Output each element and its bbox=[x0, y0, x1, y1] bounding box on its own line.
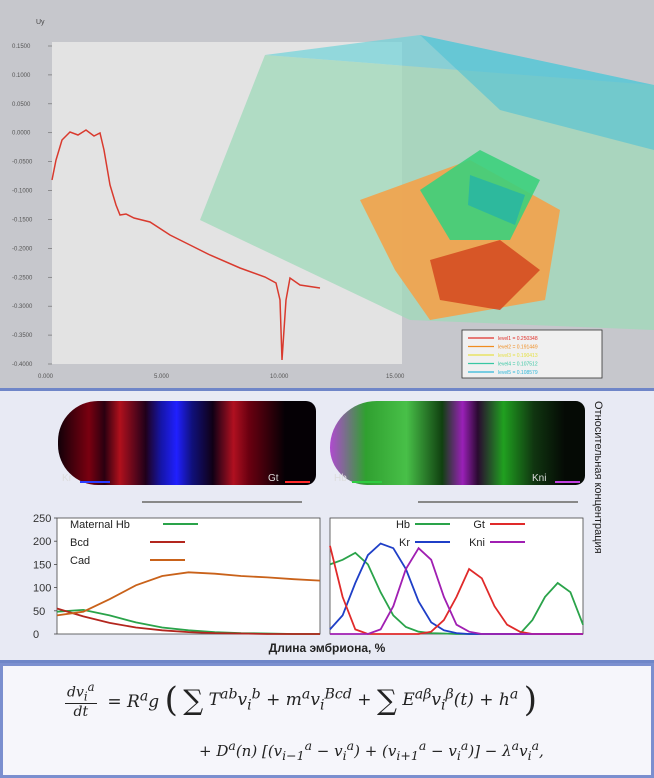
3d-box-side bbox=[420, 35, 654, 150]
label-kni: Kni bbox=[532, 473, 547, 484]
y-tick-label: 50 bbox=[33, 606, 45, 618]
label-kr: Kr bbox=[62, 473, 72, 484]
scale-bar-left bbox=[142, 501, 302, 503]
top-y-tick: -0.3000 bbox=[12, 304, 33, 310]
top-y-tick: 0.0000 bbox=[12, 131, 31, 137]
top-x-tick: 10.000 bbox=[270, 374, 289, 380]
top-x-tick: 15.000 bbox=[386, 374, 405, 380]
y-tick-label: 0 bbox=[33, 629, 39, 641]
legend-entry: level2 = 0.191449 bbox=[498, 345, 538, 351]
top-y-tick: -0.4000 bbox=[12, 362, 33, 368]
top-y-tick: 0.1500 bbox=[12, 44, 31, 50]
kr-swatch bbox=[80, 481, 110, 483]
label-hb: Hb bbox=[334, 473, 347, 484]
top-y-tick: -0.1000 bbox=[12, 189, 33, 195]
top-y-tick: -0.2500 bbox=[12, 275, 33, 281]
gt-swatch bbox=[285, 481, 310, 483]
formula-line-1: dvia dt = Rag ( ∑ Tabvib + maviBcd + ∑ E… bbox=[65, 680, 537, 721]
legend-label: Kni bbox=[469, 537, 485, 549]
formula-derivative: dvia dt bbox=[65, 680, 97, 721]
scale-bar-right bbox=[418, 501, 578, 503]
sum-symbol-2: ∑ bbox=[376, 683, 397, 717]
top-y-tick: 0.1000 bbox=[12, 73, 31, 79]
vertical-label-wrap: Относительная концентрация bbox=[586, 401, 610, 631]
legend-label: Cad bbox=[70, 555, 90, 567]
series-line bbox=[56, 571, 321, 617]
top-y-tick: 0.0500 bbox=[12, 102, 31, 108]
y-tick-label: 200 bbox=[33, 536, 51, 548]
chart-frame bbox=[56, 517, 321, 635]
formula-panel: dvia dt = Rag ( ∑ Tabvib + maviBcd + ∑ E… bbox=[0, 663, 654, 778]
label-gt: Gt bbox=[268, 473, 279, 484]
top-chart: Uy 0.1500 0.1000 0.0500 0.0000 -0.0500 -0.100… bbox=[0, 0, 654, 388]
sum-symbol-1: ∑ bbox=[183, 683, 204, 717]
y-axis-label: Uy bbox=[36, 19, 45, 26]
formula-line-2: + Da(n) [(vi−1a − via) + (vi+1a − via)] … bbox=[199, 738, 544, 763]
series-line bbox=[330, 546, 583, 635]
embryo-image-left bbox=[58, 401, 316, 485]
embryo-image-right bbox=[330, 401, 585, 485]
top-series-line bbox=[51, 129, 321, 361]
legend-label: Bcd bbox=[70, 537, 89, 549]
legend-label: Maternal Hb bbox=[70, 519, 130, 531]
top-y-tick: -0.1500 bbox=[12, 217, 33, 223]
middle-figure: Kr Gt Hb Kni 250 200 150 100 50 0 Maternal Hb B… bbox=[0, 388, 654, 663]
series-line bbox=[56, 607, 320, 635]
y-tick-label: 250 bbox=[33, 513, 51, 525]
top-y-tick: -0.3500 bbox=[12, 333, 33, 339]
top-figure: Uy 0.1500 0.1000 0.0500 0.0000 -0.0500 -0.100… bbox=[0, 0, 654, 388]
y-tick-label: 100 bbox=[33, 583, 51, 595]
legend-label: Hb bbox=[396, 519, 410, 531]
top-x-tick: 0.000 bbox=[38, 374, 54, 380]
vertical-label: Относительная концентрация bbox=[592, 401, 604, 554]
legend-entry: level3 = 0.190413 bbox=[498, 353, 538, 359]
legend-entry: level1 = 0.250348 bbox=[498, 336, 538, 342]
kni-swatch bbox=[555, 481, 580, 483]
top-y-tick: -0.0500 bbox=[12, 160, 33, 166]
y-tick-label: 150 bbox=[33, 559, 51, 571]
concentration-charts: 250 200 150 100 50 0 Maternal Hb Bcd Cad Hb Kr Gt K… bbox=[33, 513, 584, 641]
hb-swatch bbox=[352, 481, 382, 483]
x-axis-label: Длина эмбриона, % bbox=[268, 641, 386, 655]
legend-label: Kr bbox=[399, 537, 410, 549]
top-y-tick: -0.2000 bbox=[12, 246, 33, 252]
chart-frame bbox=[329, 517, 584, 635]
legend-entry: level4 = 0.107512 bbox=[498, 362, 538, 368]
3d-object-teal bbox=[468, 175, 525, 225]
legend-label: Gt bbox=[473, 519, 485, 531]
legend-entry: level5 = 0.108579 bbox=[498, 370, 538, 376]
top-x-tick: 5.000 bbox=[154, 374, 170, 380]
3d-object-red bbox=[430, 240, 540, 310]
